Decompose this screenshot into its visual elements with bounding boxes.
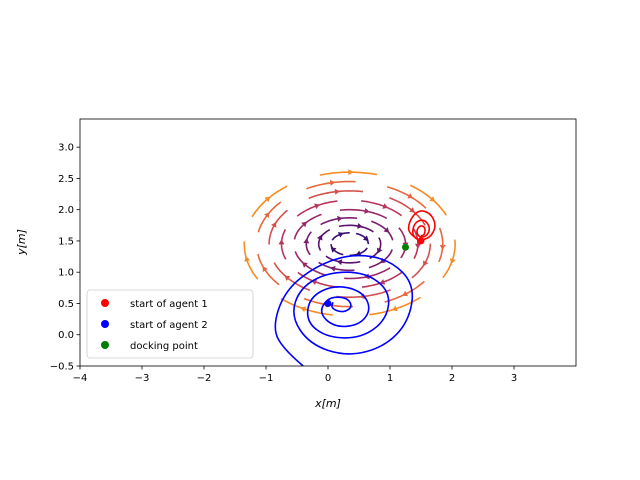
streamline bbox=[386, 186, 427, 209]
streamline-arrow bbox=[439, 244, 446, 250]
streamline-arrow bbox=[264, 212, 270, 218]
streamline-arrow bbox=[301, 221, 307, 228]
x-axis-label: x[m] bbox=[314, 397, 341, 410]
y-tick-label: 1.5 bbox=[58, 236, 74, 247]
streamline-arrow bbox=[364, 208, 370, 214]
streamline-arrow bbox=[303, 238, 310, 244]
streamline-arrow bbox=[423, 260, 429, 267]
streamline-arrow bbox=[391, 305, 398, 312]
streamline-arrow bbox=[355, 250, 362, 257]
trajectory-agent-2 bbox=[274, 254, 414, 366]
x-axis-ticks: −4 −3 −2 −1 0 1 2 3 bbox=[73, 366, 517, 384]
streamline-arrow bbox=[314, 203, 320, 210]
streamline-arrow bbox=[329, 179, 336, 186]
streamline-arrow bbox=[383, 227, 390, 233]
streamline-arrow bbox=[334, 188, 340, 195]
trajectory-agent-1 bbox=[407, 210, 436, 242]
streamline bbox=[318, 261, 355, 272]
streamline-arrow bbox=[382, 203, 389, 209]
legend-box bbox=[86, 289, 254, 359]
legend-label: start of agent 1 bbox=[130, 299, 208, 310]
start-markers bbox=[324, 237, 425, 307]
streamline bbox=[293, 213, 322, 240]
y-tick-label: 2.5 bbox=[58, 174, 74, 185]
legend-marker bbox=[101, 320, 109, 328]
marker-1 bbox=[417, 237, 425, 245]
streamline bbox=[294, 251, 326, 276]
streamline-arrow bbox=[301, 262, 308, 268]
streamline-arrow bbox=[337, 215, 343, 222]
streamline-arrow bbox=[317, 234, 323, 241]
x-tick-label: −4 bbox=[73, 373, 88, 384]
streamline-arrow bbox=[357, 222, 363, 229]
streamline bbox=[371, 220, 394, 241]
trajectories bbox=[274, 210, 436, 366]
marker-3 bbox=[402, 243, 409, 251]
x-tick-label: 3 bbox=[511, 373, 517, 384]
x-tick-label: 0 bbox=[325, 373, 331, 384]
streamline-arrow bbox=[262, 266, 268, 273]
streamline-arrow bbox=[244, 256, 251, 262]
y-tick-label: 3.0 bbox=[58, 143, 74, 154]
streamline-arrow bbox=[380, 257, 386, 264]
y-axis-label: y[m] bbox=[15, 229, 28, 256]
streamline bbox=[411, 243, 432, 279]
legend-label: start of agent 2 bbox=[130, 320, 208, 331]
streamline bbox=[369, 237, 382, 260]
x-tick-label: −3 bbox=[135, 373, 150, 384]
streamline-arrow bbox=[407, 193, 414, 199]
y-tick-label: 1.0 bbox=[58, 268, 74, 279]
x-tick-label: −2 bbox=[197, 373, 212, 384]
legend-marker bbox=[101, 299, 109, 307]
y-tick-label: 0.0 bbox=[58, 330, 74, 341]
marker-2 bbox=[324, 299, 332, 307]
streamline-arrow bbox=[284, 275, 291, 281]
legend-label: docking point bbox=[130, 341, 198, 352]
streamline-arrow bbox=[414, 243, 421, 249]
x-tick-label: −1 bbox=[259, 373, 274, 384]
streamline-field bbox=[243, 169, 456, 316]
streamline-arrow bbox=[336, 259, 343, 266]
y-axis-ticks: −0.5 0.0 0.5 1.0 1.5 2.0 2.5 3.0 bbox=[50, 143, 80, 373]
streamline-arrow bbox=[402, 290, 409, 297]
y-tick-label: 2.0 bbox=[58, 205, 74, 216]
streamline bbox=[331, 232, 350, 241]
streamline-arrow bbox=[449, 258, 456, 264]
streamline-arrow bbox=[300, 306, 307, 313]
x-tick-label: 2 bbox=[449, 373, 455, 384]
streamline-arrow bbox=[379, 279, 386, 285]
legend: start of agent 1 start of agent 2 docking … bbox=[86, 289, 254, 359]
streamline-arrow bbox=[337, 232, 344, 238]
streamline bbox=[355, 232, 370, 245]
streamline-arrow bbox=[330, 265, 336, 272]
streamline-arrow bbox=[348, 169, 354, 176]
streamline bbox=[330, 244, 344, 256]
streamline-arrow bbox=[271, 221, 277, 228]
streamline-arrow bbox=[264, 196, 271, 203]
streamline-arrow bbox=[330, 247, 337, 253]
x-tick-label: 1 bbox=[387, 373, 393, 384]
streamline bbox=[280, 297, 333, 316]
streamline bbox=[280, 229, 287, 260]
streamline-arrow bbox=[376, 247, 383, 254]
legend-marker bbox=[101, 341, 109, 349]
streamline-arrow bbox=[429, 196, 436, 202]
y-tick-label: 0.5 bbox=[58, 299, 74, 310]
y-tick-label: −0.5 bbox=[50, 362, 74, 373]
streamline-arrow bbox=[278, 239, 285, 245]
streamline-arrow bbox=[409, 207, 415, 213]
streamline-arrow bbox=[362, 235, 369, 241]
